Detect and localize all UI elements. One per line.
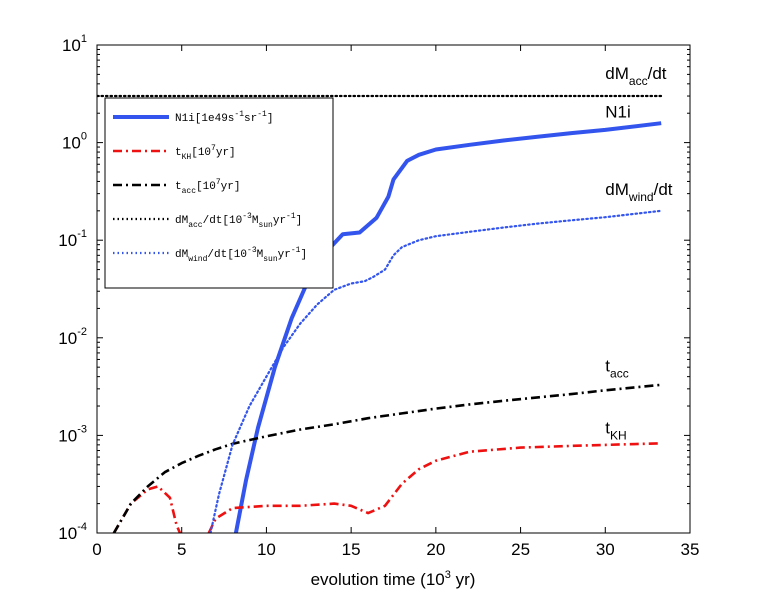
x-tick-label: 10 — [257, 540, 276, 559]
annotation-3: tacc — [605, 357, 628, 381]
y-tick-label: 100 — [62, 131, 87, 153]
legend-label-2: tacc[107yr] — [175, 178, 240, 196]
legend-label-0: N1i[1e49s-1sr-1] — [175, 110, 273, 125]
annotation-1: N1i — [605, 103, 631, 122]
x-tick-label: 20 — [426, 540, 445, 559]
y-tick-label: 10-1 — [58, 228, 87, 250]
legend-label-4: dMwind/dt[10-3Msunyr-1] — [175, 246, 307, 264]
y-tick-label: 101 — [62, 33, 87, 55]
x-tick-label: 0 — [92, 540, 101, 559]
y-tick-label: 10-4 — [58, 521, 87, 543]
x-tick-label: 15 — [342, 540, 361, 559]
series-line-0-0 — [233, 121, 662, 533]
x-tick-label: 35 — [681, 540, 700, 559]
series-line-2-0 — [112, 383, 662, 533]
legend-label-3: dMacc/dt[10-3Msunyr-1] — [175, 212, 302, 230]
series-line-1-0 — [112, 485, 182, 533]
legend: N1i[1e49s-1sr-1] tKH[107yr] tacc[107yr] dMa… — [104, 97, 334, 289]
series-layer — [97, 94, 663, 533]
x-tick-label: 25 — [511, 540, 530, 559]
plot-frame — [96, 44, 691, 534]
y-tick-label: 10-3 — [58, 423, 87, 445]
ticks-layer: 0 5 10 15 20 25 30 35 10-4 10-3 10-2 10-1 100 101 — [58, 33, 699, 559]
series-line-4-0 — [209, 209, 663, 533]
x-tick-label: 30 — [596, 540, 615, 559]
annotation-4: tKH — [605, 418, 626, 442]
legend-box — [104, 97, 334, 289]
legend-label-1: tKH[107yr] — [175, 144, 236, 162]
x-axis-label: evolution time (103 yr) — [311, 569, 476, 589]
annotation-layer: dMacc/dt N1i dMwind/dt tacc tKH — [605, 64, 672, 442]
annotation-0: dMacc/dt — [605, 64, 666, 88]
annotation-2: dMwind/dt — [605, 180, 672, 204]
series-line-1-1 — [207, 442, 662, 533]
x-tick-label: 5 — [177, 540, 186, 559]
y-tick-label: 10-2 — [58, 326, 87, 348]
